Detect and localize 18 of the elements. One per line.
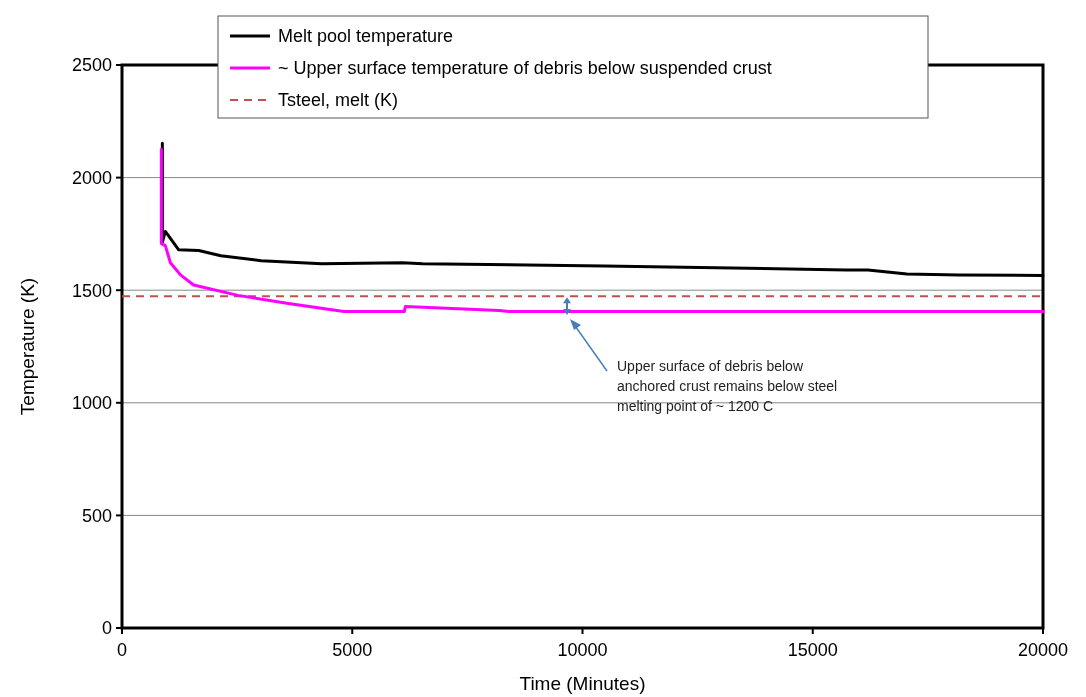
x-tick-label: 0 <box>116 640 128 660</box>
line-series <box>159 147 1045 314</box>
x-tick-label: 5000 <box>332 640 373 660</box>
y-tick-label: 2500 <box>71 55 112 76</box>
x-tick-label: 10000 <box>557 640 608 660</box>
legend-label: ~ Upper surface temperature of debris below suspended crust <box>278 58 772 79</box>
annotation: Upper surface of debris below anchored crust remains below steel melting point of ~ 1200 C <box>617 357 839 416</box>
x-tick-label: 20000 <box>1017 640 1069 660</box>
legend-label: Melt pool temperature <box>278 26 454 47</box>
y-tick-label: 500 <box>81 505 112 526</box>
y-tick-label: 1500 <box>71 280 112 301</box>
y-tick-label: 0 <box>101 618 112 639</box>
y-axis-title: Temperature (K) <box>17 277 38 416</box>
x-axis-title: Time (Minutes) <box>519 673 646 694</box>
y-tick-label: 2000 <box>71 167 112 188</box>
x-tick-label: 15000 <box>787 640 838 660</box>
legend-label: Tsteel, melt (K) <box>278 90 399 111</box>
y-tick-label: 1000 <box>71 393 112 414</box>
